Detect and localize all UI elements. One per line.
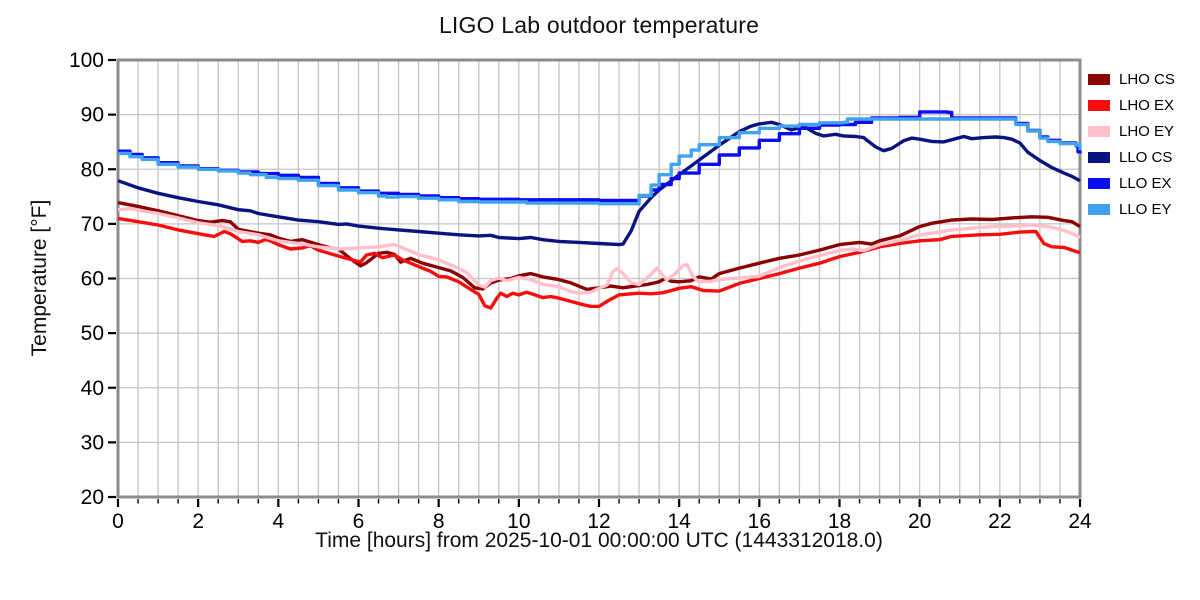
y-tick-label: 50 [81, 322, 104, 345]
y-tick-label: 60 [81, 268, 104, 291]
legend-item-lho-ex: LHO EX [1088, 92, 1175, 118]
legend-label: LHO EX [1119, 96, 1175, 114]
y-tick-label: 30 [81, 431, 104, 454]
y-tick-label: 90 [81, 104, 104, 127]
y-tick-label: 100 [69, 49, 104, 72]
legend: LHO CS LHO EX LHO EY LLO CS LLO EX LLO EY [1088, 66, 1175, 222]
legend-swatch [1088, 177, 1110, 189]
x-tick-label: 10 [507, 510, 530, 533]
x-tick-label: 24 [1068, 510, 1092, 533]
series-llo-cs-line [117, 120, 1081, 247]
legend-item-llo-cs: LLO CS [1088, 144, 1175, 170]
legend-label: LHO EY [1119, 122, 1175, 140]
x-tick-label: 18 [828, 510, 851, 533]
x-tick-label: 0 [112, 510, 124, 533]
legend-swatch [1088, 203, 1110, 215]
legend-item-llo-ey: LLO EY [1088, 196, 1175, 222]
x-tick-label: 20 [908, 510, 931, 533]
x-tick-label: 4 [272, 510, 284, 533]
legend-swatch [1088, 151, 1110, 163]
legend-label: LHO CS [1119, 70, 1175, 88]
legend-label: LLO EY [1119, 200, 1172, 218]
y-tick-label: 40 [81, 377, 104, 400]
chart-title: LIGO Lab outdoor temperature [438, 12, 760, 38]
y-tick-label: 20 [81, 486, 104, 509]
x-tick-label: 6 [353, 510, 365, 533]
y-tick-label: 80 [81, 158, 104, 181]
x-tick-label: 16 [748, 510, 771, 533]
series-lho-ey-line [117, 206, 1081, 295]
legend-label: LLO CS [1119, 148, 1173, 166]
series-llo-ey-line [118, 117, 1082, 206]
y-tick-label: 70 [81, 213, 104, 236]
x-tick-label: 14 [667, 510, 691, 533]
x-tick-label: 22 [988, 510, 1011, 533]
legend-label: LLO EX [1119, 174, 1172, 192]
x-axis-label: Time [hours] from 2025-10-01 00:00:00 UT… [315, 529, 883, 552]
x-tick-label: 2 [192, 510, 204, 533]
plot-frame [116, 58, 1082, 499]
x-tick-label: 8 [433, 510, 445, 533]
legend-item-lho-ey: LHO EY [1088, 118, 1175, 144]
legend-swatch [1088, 125, 1110, 137]
x-tick-label: 12 [587, 510, 610, 533]
legend-item-lho-cs: LHO CS [1088, 66, 1175, 92]
legend-swatch [1088, 73, 1110, 85]
series-lho-ex-line [117, 216, 1081, 310]
legend-swatch [1088, 99, 1110, 111]
legend-item-llo-ex: LLO EX [1088, 170, 1175, 196]
